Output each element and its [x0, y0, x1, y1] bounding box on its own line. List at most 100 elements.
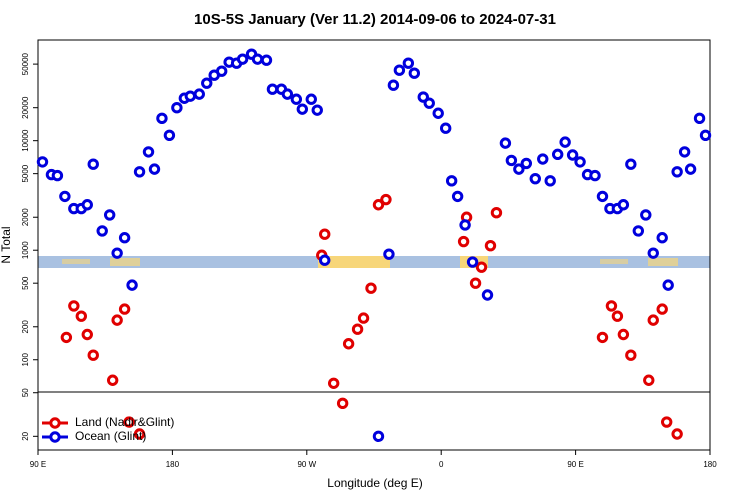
- land-patch: [648, 258, 678, 266]
- data-point: [505, 154, 518, 167]
- data-point: [678, 146, 691, 158]
- y-tick-label: 20000: [21, 96, 30, 119]
- data-point: [481, 289, 494, 301]
- data-point: [466, 256, 479, 268]
- data-point: [87, 158, 99, 170]
- y-tick-label: 50: [21, 388, 30, 397]
- data-point: [327, 377, 340, 389]
- data-point: [305, 93, 317, 105]
- data-point: [625, 349, 637, 361]
- data-point: [171, 101, 183, 114]
- data-point: [201, 77, 213, 89]
- data-point: [656, 303, 668, 315]
- data-point: [660, 416, 673, 428]
- x-tick-label: 180: [166, 460, 180, 469]
- data-point: [469, 277, 482, 289]
- data-point: [142, 146, 155, 158]
- legend-label: Land (Nadir&Glint): [75, 415, 174, 429]
- data-point: [36, 156, 49, 168]
- data-point: [148, 163, 161, 175]
- data-point: [81, 199, 93, 211]
- data-point: [156, 112, 168, 125]
- data-point: [133, 428, 146, 440]
- y-tick-label: 50000: [21, 52, 30, 75]
- land-patch: [62, 259, 90, 264]
- y-tick-label: 200: [21, 320, 30, 334]
- data-point: [290, 93, 303, 105]
- data-point: [81, 328, 93, 341]
- legend-marker: [49, 417, 61, 429]
- data-point: [566, 149, 579, 161]
- data-point: [296, 103, 309, 115]
- legend-label: Ocean (Glint): [75, 429, 146, 443]
- data-point: [311, 104, 323, 116]
- data-point: [402, 57, 415, 69]
- data-point: [499, 137, 512, 149]
- data-point: [617, 328, 630, 341]
- data-point: [372, 199, 385, 211]
- data-point: [596, 331, 609, 344]
- data-point: [439, 122, 452, 134]
- data-point: [319, 228, 331, 240]
- data-point: [251, 53, 264, 65]
- data-point: [632, 225, 645, 237]
- data-point: [432, 107, 444, 119]
- data-point: [75, 310, 88, 322]
- data-point: [647, 247, 659, 259]
- y-tick-label: 10000: [21, 129, 30, 152]
- land-strip: [38, 256, 710, 268]
- land-patch: [318, 256, 390, 268]
- data-point: [656, 232, 668, 244]
- data-point: [68, 300, 80, 312]
- chart-title: 10S-5S January (Ver 11.2) 2014-09-06 to …: [194, 11, 556, 28]
- data-point: [544, 175, 556, 187]
- y-axis-label: N Total: [0, 226, 13, 263]
- data-point: [351, 323, 364, 335]
- data-point: [336, 397, 349, 410]
- data-point: [684, 163, 697, 175]
- data-point: [393, 64, 406, 76]
- data-point: [423, 97, 435, 109]
- plot-frame: [37, 39, 711, 451]
- data-point: [643, 374, 655, 386]
- data-point: [123, 416, 135, 428]
- land-patch: [600, 259, 628, 264]
- data-point: [445, 175, 458, 187]
- y-tick-label: 2000: [21, 208, 30, 226]
- data-point: [126, 279, 138, 291]
- data-point: [236, 53, 249, 65]
- data-point: [559, 136, 571, 148]
- y-tick-label: 1000: [21, 241, 30, 259]
- data-point: [693, 112, 706, 125]
- x-tick-label: 0: [439, 460, 444, 469]
- x-tick-label: 180: [703, 460, 717, 469]
- land-patch: [110, 258, 140, 266]
- data-point: [596, 190, 609, 203]
- data-point: [387, 79, 400, 91]
- data-point: [133, 166, 146, 178]
- y-tick-label: 500: [21, 276, 30, 290]
- data-point: [215, 65, 228, 77]
- data-point: [118, 232, 131, 244]
- data-point: [611, 310, 624, 322]
- data-point: [699, 129, 712, 141]
- data-point: [111, 314, 123, 326]
- data-point: [671, 166, 683, 178]
- data-point: [513, 163, 525, 175]
- data-point: [118, 303, 131, 315]
- x-tick-label: 90 E: [567, 460, 583, 469]
- data-point: [281, 88, 294, 100]
- data-point: [484, 239, 497, 252]
- data-point: [383, 248, 395, 260]
- y-tick-label: 5000: [21, 164, 30, 182]
- data-point: [457, 235, 470, 248]
- data-point: [625, 158, 637, 170]
- data-point: [184, 90, 197, 102]
- data-point: [111, 247, 123, 259]
- data-point: [342, 338, 355, 350]
- legend-marker: [49, 431, 61, 443]
- data-point: [59, 190, 71, 203]
- data-point: [266, 83, 279, 95]
- x-tick-label: 90 W: [297, 460, 316, 469]
